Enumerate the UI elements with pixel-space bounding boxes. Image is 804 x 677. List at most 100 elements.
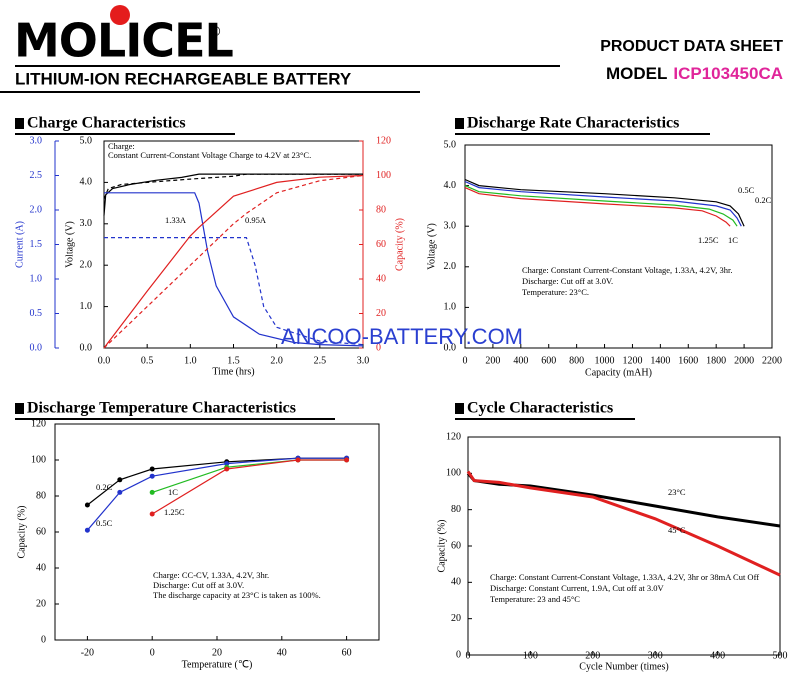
series-line: [464, 178, 745, 227]
y-tick-label: 0.5: [30, 308, 43, 319]
annotation: Discharge: Constant Current, 1.9A, Cut o…: [490, 583, 665, 593]
x-tick-label: 1800: [706, 355, 726, 366]
x-tick-label: 100: [523, 650, 538, 661]
annotation: The discharge capacity at 23°C is taken …: [153, 590, 321, 600]
y-tick-label: 3.0: [444, 220, 457, 231]
title-bullet: [455, 118, 464, 129]
y-tick-label: 60: [376, 239, 386, 250]
series-line: [86, 457, 347, 531]
x-tick-label: 1400: [650, 355, 670, 366]
series-label: 1.25C: [698, 235, 719, 245]
x-tick-label: 1.5: [227, 355, 240, 366]
chart-title: Discharge Temperature Characteristics: [27, 400, 296, 417]
axis-title: Voltage (V): [426, 223, 437, 270]
y-tick-label: 100: [446, 468, 461, 479]
x-tick-label: 1000: [595, 355, 615, 366]
point: [149, 511, 155, 517]
model-line: MODEL ICP103450CA: [606, 64, 783, 83]
plot-frame: [464, 144, 773, 349]
y-tick-label: 2.0: [30, 204, 43, 215]
series-label: 0.5C: [96, 518, 113, 528]
axis-title: Capacity (mAH): [585, 367, 652, 378]
chart-title: Discharge Rate Characteristics: [467, 115, 679, 132]
y-tick-label: 0: [456, 649, 461, 660]
x-tick-label: 200: [485, 355, 500, 366]
y-tick-label: 80: [36, 490, 46, 501]
x-tick-label: 40: [277, 647, 287, 658]
watermark: ANCOO-BATTERY.COM: [281, 324, 523, 349]
y-tick-label: 40: [36, 562, 46, 573]
series-line: [466, 472, 781, 528]
y-tick-label: 60: [451, 540, 461, 551]
y-tick-label: 0: [41, 634, 46, 645]
series-line: [104, 192, 364, 347]
y-tick-label: 20: [376, 308, 386, 319]
x-tick-label: 0: [466, 650, 471, 661]
series-line: [152, 459, 347, 493]
series-label: 1C: [168, 487, 178, 497]
y-tick-label: 100: [376, 170, 391, 181]
x-tick-label: 2200: [762, 355, 782, 366]
x-tick-label: 1600: [678, 355, 698, 366]
registered: ®: [208, 24, 222, 40]
x-tick-label: 600: [541, 355, 556, 366]
y-tick-label: 3.0: [30, 135, 43, 146]
y-tick-label: 1.0: [444, 302, 457, 313]
series-line: [151, 459, 347, 515]
x-tick-label: -20: [81, 647, 94, 658]
y-tick-label: 2.5: [30, 170, 43, 181]
point: [84, 502, 90, 508]
y-tick-label: 0.0: [444, 342, 457, 353]
annotation: Temperature: 23°C.: [522, 287, 589, 297]
series-label: 0.5C: [738, 185, 755, 195]
x-tick-label: 0.5: [141, 355, 154, 366]
y-tick-label: 2.0: [444, 261, 457, 272]
y-tick-label: 60: [36, 526, 46, 537]
y-tick-label: 1.0: [80, 301, 93, 312]
point: [84, 527, 90, 533]
point: [149, 466, 155, 472]
model-label: MODEL: [606, 64, 667, 83]
y-tick-label: 0.0: [30, 342, 43, 353]
annotation: Charge:: [108, 141, 135, 151]
model: ICP103450CA: [673, 64, 783, 83]
x-tick-label: 2.5: [314, 355, 327, 366]
x-tick-label: 20: [212, 647, 222, 658]
point: [149, 489, 155, 495]
y-tick-label: 4.0: [80, 177, 93, 188]
series-label: 0.2C: [96, 482, 113, 492]
logo-dot: [110, 5, 130, 25]
axis-title: Temperature (℃): [182, 659, 253, 670]
x-tick-label: 2000: [734, 355, 754, 366]
annotation: Constant Current-Constant Voltage Charge…: [108, 150, 311, 160]
y-tick-label: 3.0: [80, 218, 93, 229]
x-tick-label: 1.0: [184, 355, 197, 366]
x-tick-label: 2.0: [270, 355, 283, 366]
x-tick-label: 60: [342, 647, 352, 658]
chart-title: Charge Characteristics: [27, 115, 186, 132]
charts: Charge Characteristics 0.0 1.0 2.0 3.0 4.0 5.0…: [14, 115, 787, 673]
series-label: 0.2C: [755, 195, 772, 205]
series-line: [104, 237, 364, 346]
y-tick-label: 80: [451, 504, 461, 515]
y-tick-label: 120: [376, 135, 391, 146]
axis-title: Time (hrs): [212, 366, 254, 377]
y-tick-label: 40: [451, 577, 461, 588]
series-line: [464, 180, 742, 227]
x-tick-label: 500: [773, 650, 788, 661]
y-tick-label: 1.5: [30, 239, 43, 250]
series-label: 23°C: [668, 487, 686, 497]
title-bullet: [455, 403, 464, 414]
y-tick-label: 0.0: [80, 342, 93, 353]
annotation: Discharge: Cut off at 3.0V.: [522, 276, 613, 286]
plot-frame: [467, 436, 781, 656]
y-tick-label: 100: [31, 454, 46, 465]
y-tick-label: 1.0: [30, 273, 43, 284]
x-tick-label: 0.0: [98, 355, 111, 366]
y-tick-label: 2.0: [80, 259, 93, 270]
axis-title: Capacity (%): [394, 218, 405, 271]
x-tick-label: 0: [463, 355, 468, 366]
x-tick-label: 1200: [622, 355, 642, 366]
annotation: Charge: CC-CV, 1.33A, 4.2V, 3hr.: [153, 570, 269, 580]
